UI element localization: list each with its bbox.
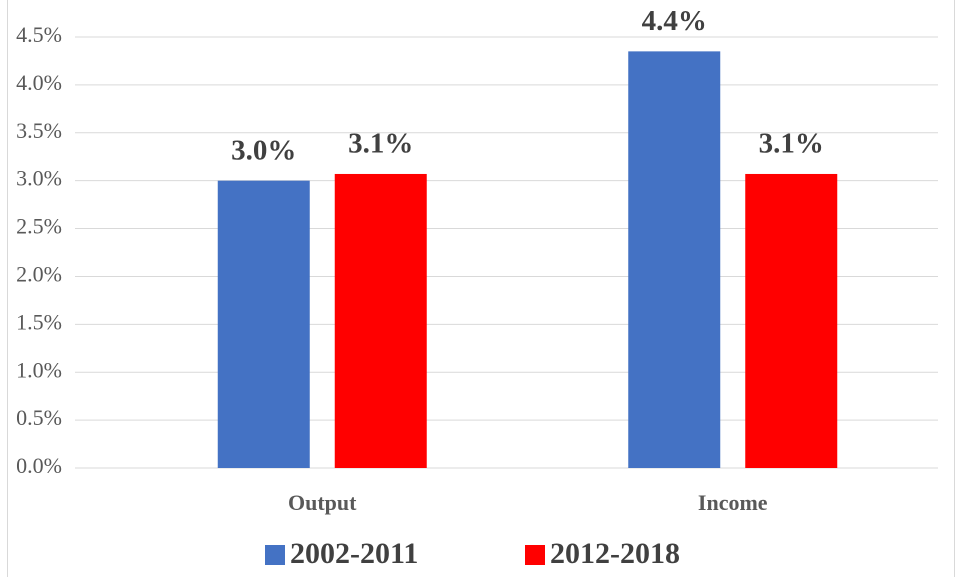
legend-swatch	[265, 545, 285, 565]
y-tick-label: 3.0%	[16, 166, 62, 191]
value-label: 4.4%	[642, 5, 707, 37]
x-tick-label: Income	[698, 490, 768, 515]
bar	[334, 173, 427, 468]
bar	[628, 51, 721, 468]
y-tick-label: 1.0%	[16, 357, 62, 382]
value-label: 3.1%	[348, 128, 413, 160]
legend-swatch	[525, 545, 545, 565]
x-tick-label: Output	[288, 490, 357, 515]
y-tick-label: 2.5%	[16, 214, 62, 239]
y-tick-label: 0.5%	[16, 405, 62, 430]
chart-frame	[7, 0, 955, 577]
y-tick-label: 3.5%	[16, 118, 62, 143]
y-tick-label: 2.0%	[16, 261, 62, 286]
legend-label: 2002-2011	[290, 537, 418, 570]
bar	[217, 180, 310, 468]
y-tick-label: 4.0%	[16, 70, 62, 95]
value-label: 3.0%	[231, 134, 296, 166]
bar	[745, 173, 838, 468]
value-label: 3.1%	[759, 128, 824, 160]
legend-label: 2012-2018	[550, 537, 680, 570]
y-tick-label: 1.5%	[16, 309, 62, 334]
y-tick-label: 0.0%	[16, 453, 62, 478]
y-tick-label: 4.5%	[16, 22, 62, 47]
